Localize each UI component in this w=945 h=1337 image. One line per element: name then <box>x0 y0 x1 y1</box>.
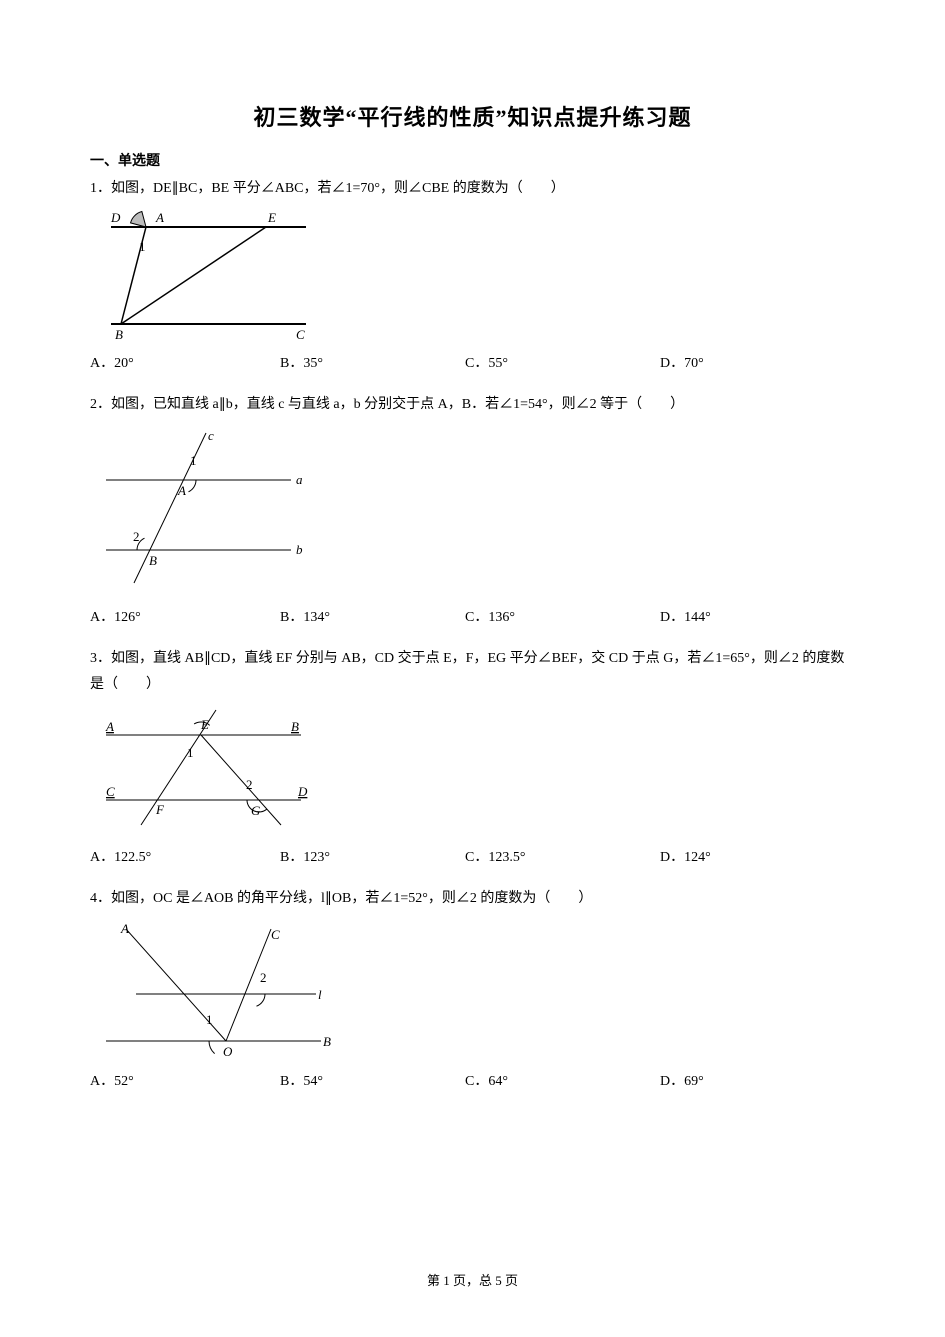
svg-text:B: B <box>149 553 157 568</box>
svg-text:B: B <box>291 719 299 734</box>
q1-opt-c: C．55° <box>465 352 660 372</box>
q4-stem: 4．如图，OC 是∠AOB 的角平分线，l∥OB，若∠1=52°，则∠2 的度数… <box>90 886 855 911</box>
q3-opt-b: B．123° <box>280 846 465 866</box>
svg-text:D: D <box>297 784 308 799</box>
svg-text:2: 2 <box>246 777 253 792</box>
q4-opt-a: A．52° <box>90 1070 280 1090</box>
svg-text:O: O <box>223 1044 233 1059</box>
q1-options: A．20° B．35° C．55° D．70° <box>90 352 855 372</box>
q3-opt-d: D．124° <box>660 846 711 866</box>
page-content: 初三数学“平行线的性质”知识点提升练习题 一、单选题 1．如图，DE∥BC，BE… <box>0 0 945 1090</box>
svg-text:A: A <box>105 719 114 734</box>
svg-text:1: 1 <box>206 1012 213 1027</box>
question-3: 3．如图，直线 AB∥CD，直线 EF 分别与 AB，CD 交于点 E，F，EG… <box>90 646 855 865</box>
svg-text:A: A <box>177 483 186 498</box>
q4-options: A．52° B．54° C．64° D．69° <box>90 1070 855 1090</box>
svg-text:c: c <box>208 428 214 443</box>
svg-text:B: B <box>115 327 123 341</box>
q3-figure: A E B 1 C F 2 G D <box>96 705 336 835</box>
q2-options: A．126° B．134° C．136° D．144° <box>90 606 855 626</box>
q3-stem: 3．如图，直线 AB∥CD，直线 EF 分别与 AB，CD 交于点 E，F，EG… <box>90 646 855 696</box>
q2-opt-a: A．126° <box>90 606 280 626</box>
page-title: 初三数学“平行线的性质”知识点提升练习题 <box>90 100 855 132</box>
svg-text:a: a <box>296 472 303 487</box>
q3-opt-a: A．122.5° <box>90 846 280 866</box>
page-footer: 第 1 页，总 5 页 <box>0 1270 945 1289</box>
q2-opt-b: B．134° <box>280 606 465 626</box>
question-2: 2．如图，已知直线 a∥b，直线 c 与直线 a，b 分别交于点 A，B．若∠1… <box>90 392 855 626</box>
svg-text:F: F <box>155 802 165 817</box>
svg-text:C: C <box>296 327 305 341</box>
q1-stem: 1．如图，DE∥BC，BE 平分∠ABC，若∠1=70°，则∠CBE 的度数为（… <box>90 176 855 201</box>
svg-text:C: C <box>271 927 280 942</box>
svg-text:E: E <box>200 717 209 732</box>
q1-figure: D A E B C 1 <box>96 209 316 341</box>
svg-text:C: C <box>106 784 115 799</box>
svg-text:1: 1 <box>139 239 146 254</box>
svg-text:l: l <box>318 987 322 1002</box>
svg-text:A: A <box>120 921 129 936</box>
svg-text:1: 1 <box>187 745 194 760</box>
svg-text:D: D <box>110 210 121 225</box>
q3-opt-c: C．123.5° <box>465 846 660 866</box>
q1-opt-a: A．20° <box>90 352 280 372</box>
section-header: 一、单选题 <box>90 150 855 170</box>
q2-opt-d: D．144° <box>660 606 711 626</box>
q1-opt-b: B．35° <box>280 352 465 372</box>
svg-text:2: 2 <box>133 529 140 544</box>
svg-text:2: 2 <box>260 970 267 985</box>
q4-figure: A C 2 l 1 O B <box>96 919 346 1059</box>
q4-opt-b: B．54° <box>280 1070 465 1090</box>
q4-opt-c: C．64° <box>465 1070 660 1090</box>
q1-opt-d: D．70° <box>660 352 704 372</box>
svg-text:b: b <box>296 542 303 557</box>
svg-text:E: E <box>267 210 276 225</box>
q2-opt-c: C．136° <box>465 606 660 626</box>
question-4: 4．如图，OC 是∠AOB 的角平分线，l∥OB，若∠1=52°，则∠2 的度数… <box>90 886 855 1090</box>
q2-stem: 2．如图，已知直线 a∥b，直线 c 与直线 a，b 分别交于点 A，B．若∠1… <box>90 392 855 417</box>
svg-text:B: B <box>323 1034 331 1049</box>
q4-opt-d: D．69° <box>660 1070 704 1090</box>
q2-figure: c1 a A 2Bb <box>96 425 326 595</box>
svg-text:1: 1 <box>190 453 197 468</box>
question-1: 1．如图，DE∥BC，BE 平分∠ABC，若∠1=70°，则∠CBE 的度数为（… <box>90 176 855 372</box>
svg-text:A: A <box>155 210 164 225</box>
svg-text:G: G <box>251 803 261 818</box>
q3-options: A．122.5° B．123° C．123.5° D．124° <box>90 846 855 866</box>
